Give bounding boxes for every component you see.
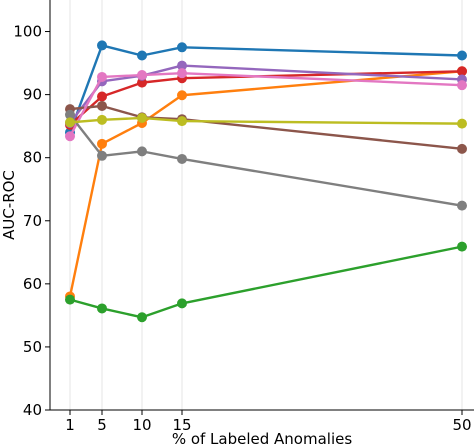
series-layer bbox=[65, 40, 467, 323]
data-point bbox=[457, 118, 467, 129]
data-point bbox=[177, 90, 187, 101]
y-tick-label: 100 bbox=[13, 23, 42, 41]
data-point bbox=[457, 143, 467, 154]
y-tick-label: 60 bbox=[23, 275, 42, 293]
series-line bbox=[69, 245, 463, 319]
data-point bbox=[137, 70, 147, 81]
data-point bbox=[97, 100, 107, 111]
series-2 bbox=[65, 66, 467, 302]
data-point bbox=[177, 116, 187, 127]
data-point bbox=[65, 117, 75, 128]
data-point bbox=[137, 112, 147, 123]
data-point bbox=[137, 50, 147, 61]
x-tick-label: 1 bbox=[65, 416, 75, 434]
data-point bbox=[457, 50, 467, 61]
data-point bbox=[97, 138, 107, 149]
series-7 bbox=[65, 68, 467, 142]
data-point bbox=[97, 91, 107, 102]
series-line bbox=[69, 116, 463, 125]
data-point bbox=[177, 60, 187, 71]
data-point bbox=[457, 200, 467, 211]
x-tick-label: 10 bbox=[132, 416, 151, 434]
data-point bbox=[97, 114, 107, 125]
data-point bbox=[177, 42, 187, 53]
series-9 bbox=[65, 112, 467, 129]
data-point bbox=[97, 150, 107, 161]
data-point bbox=[457, 241, 467, 252]
series-line bbox=[68, 70, 463, 297]
series-line bbox=[68, 71, 463, 137]
y-tick-label: 80 bbox=[23, 149, 42, 167]
series-line bbox=[69, 104, 463, 151]
data-point bbox=[97, 71, 107, 82]
grid-layer bbox=[69, 0, 463, 410]
x-tick-label: 50 bbox=[452, 416, 471, 434]
series-3 bbox=[65, 241, 467, 323]
data-point bbox=[65, 131, 75, 142]
data-point bbox=[177, 153, 187, 164]
series-1 bbox=[65, 40, 467, 138]
data-point bbox=[65, 109, 75, 120]
data-point bbox=[457, 66, 467, 77]
axes-layer bbox=[49, 0, 474, 411]
y-axis-title: AUC-ROC bbox=[0, 170, 18, 240]
data-point bbox=[177, 298, 187, 309]
data-point bbox=[177, 68, 187, 79]
x-tick-label: 5 bbox=[97, 416, 107, 434]
y-tick-label: 90 bbox=[23, 86, 42, 104]
x-axis-title: % of Labeled Anomalies bbox=[172, 430, 353, 448]
series-6 bbox=[65, 100, 467, 154]
y-tick-label: 50 bbox=[23, 338, 42, 356]
data-point bbox=[137, 77, 147, 88]
data-point bbox=[97, 40, 107, 51]
series-line bbox=[69, 70, 463, 126]
data-point bbox=[137, 146, 147, 157]
series-8 bbox=[65, 109, 467, 211]
data-point bbox=[137, 312, 147, 323]
x-tick-label: 15 bbox=[172, 416, 191, 434]
y-tick-label: 70 bbox=[23, 212, 42, 230]
data-point bbox=[65, 294, 75, 305]
data-point bbox=[457, 80, 467, 91]
y-tick-label: 40 bbox=[23, 401, 42, 419]
data-point bbox=[97, 303, 107, 314]
